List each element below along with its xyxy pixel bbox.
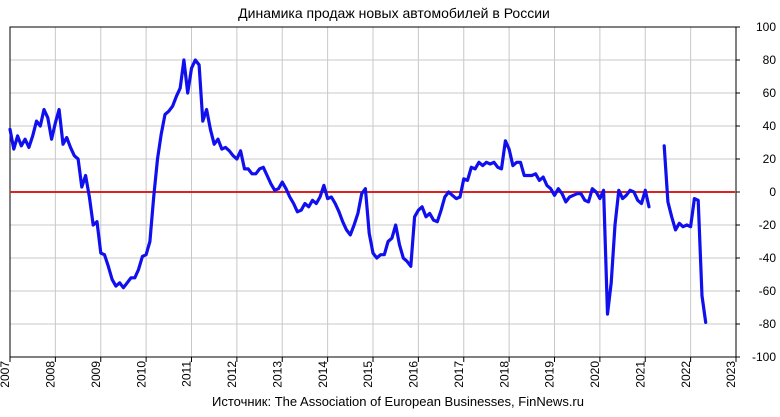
sales-growth-line — [662, 144, 708, 324]
x-tick-label: 2009 — [89, 361, 103, 388]
y-tick-label: 80 — [763, 53, 777, 67]
x-tick-label: 2019 — [543, 361, 557, 388]
y-tick-label: 60 — [763, 86, 777, 100]
y-tick-label: 100 — [756, 20, 776, 34]
x-tick-label: 2017 — [452, 361, 466, 388]
chart-source: Источник: The Association of European Bu… — [212, 394, 584, 409]
y-tick-label: -20 — [759, 218, 777, 232]
x-tick-label: 2014 — [316, 361, 330, 388]
x-tick-label: 2010 — [134, 361, 148, 388]
x-tick-label: 2012 — [225, 361, 239, 388]
y-tick-label: -40 — [759, 251, 777, 265]
x-tick-label: 2015 — [361, 361, 375, 388]
axes: 2007 2008 2009 2010 2011 2012 2013 2014 2015 2016… — [0, 20, 776, 388]
y-tick-label: 20 — [763, 152, 777, 166]
y-tick-label: 0 — [769, 185, 776, 199]
x-tick-label: 2022 — [679, 361, 693, 388]
x-tick-label: 2011 — [180, 361, 194, 387]
y-tick-label: -60 — [759, 284, 777, 298]
x-tick-label: 2018 — [497, 361, 511, 388]
sales-growth-line — [8, 58, 651, 316]
x-tick-label: 2023 — [724, 361, 738, 388]
x-tick-label: 2008 — [44, 361, 58, 388]
series-layer — [8, 58, 735, 324]
x-tick-label: 2007 — [0, 361, 12, 388]
x-tick-label: 2020 — [588, 361, 602, 388]
y-tick-label: -100 — [752, 350, 776, 364]
x-tick-label: 2016 — [407, 361, 421, 388]
chart-title: Динамика продаж новых автомобилей в Росс… — [238, 5, 550, 21]
y-tick-label: -80 — [759, 317, 777, 331]
y-tick-label: 40 — [763, 119, 777, 133]
x-tick-label: 2013 — [270, 361, 284, 388]
x-tick-label: 2021 — [633, 361, 647, 388]
